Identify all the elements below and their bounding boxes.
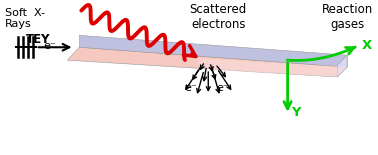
Text: Reaction
gases: Reaction gases [321, 3, 373, 31]
Text: e⁻: e⁻ [43, 41, 56, 51]
Text: TEY: TEY [25, 33, 50, 46]
Text: e⁻: e⁻ [184, 83, 197, 93]
Polygon shape [79, 35, 347, 67]
Text: Soft  X-
Rays: Soft X- Rays [5, 8, 45, 29]
Text: e⁻: e⁻ [217, 83, 229, 93]
Polygon shape [67, 47, 347, 77]
Polygon shape [337, 55, 347, 77]
Text: X: X [362, 39, 372, 52]
Text: Y: Y [291, 106, 301, 119]
Text: Scattered
electrons: Scattered electrons [189, 3, 247, 31]
Polygon shape [198, 58, 347, 77]
